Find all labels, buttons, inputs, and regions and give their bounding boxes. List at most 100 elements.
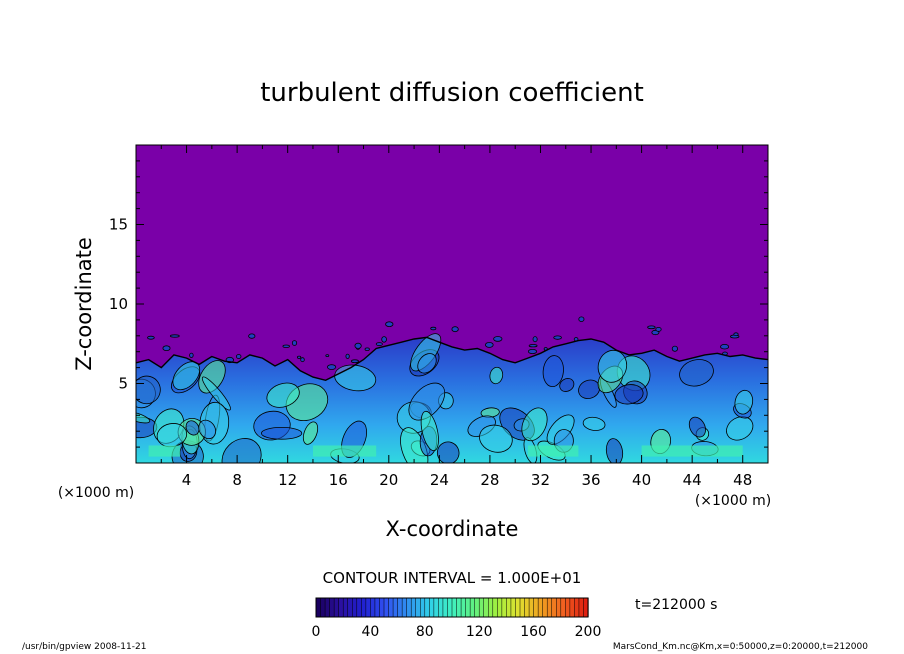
detached-eddy: [655, 326, 662, 332]
eddy: [582, 416, 606, 431]
eddy: [521, 407, 548, 442]
colorbar-segment: [320, 597, 326, 618]
detached-eddy: [169, 334, 180, 338]
detached-eddy: [291, 340, 298, 346]
detached-eddy: [647, 325, 656, 330]
turbulent-eddies: [136, 316, 754, 463]
colorbar-tick-label: 200: [575, 624, 602, 640]
y-axis-label: Z-coordinate: [72, 237, 96, 371]
colorbar-segment: [401, 597, 408, 618]
detached-eddy: [300, 357, 305, 363]
surface-band: [148, 445, 181, 457]
colorbar-segment: [519, 597, 526, 618]
eddy: [559, 378, 575, 392]
detached-eddy: [527, 348, 538, 354]
colorbar-segment: [501, 597, 508, 618]
colorbar-segment: [465, 597, 471, 618]
colorbar: [315, 597, 589, 618]
colorbar-segment: [488, 597, 494, 618]
colorbar-segment: [578, 597, 585, 618]
colorbar-segment: [560, 597, 566, 618]
colorbar-segment: [474, 597, 480, 618]
eddy: [605, 438, 624, 463]
eddy: [266, 382, 300, 408]
colorbar-segment: [433, 597, 440, 618]
time-label: t=212000 s: [635, 597, 717, 613]
colorbar-segment: [551, 597, 557, 618]
colorbar-segment: [515, 597, 521, 618]
colorbar-segment: [497, 597, 503, 618]
colorbar-segment: [333, 597, 340, 618]
detached-eddy: [147, 335, 155, 340]
colorbar-segment: [347, 597, 353, 618]
colorbar-segment: [528, 597, 535, 618]
x-tick-label: 16: [329, 471, 348, 489]
x-tick-label: 40: [632, 471, 651, 489]
detached-eddy: [578, 316, 585, 322]
detached-eddy: [325, 354, 330, 358]
colorbar-segment: [524, 597, 530, 618]
contour-interval-label: CONTOUR INTERVAL = 1.000E+01: [323, 569, 582, 587]
colorbar-segment: [424, 597, 430, 618]
colorbar-segment: [442, 597, 449, 618]
eddy: [334, 364, 377, 392]
eddy: [185, 420, 200, 436]
detached-eddy: [493, 336, 503, 342]
colorbar-segment: [361, 597, 367, 618]
detached-eddy: [354, 342, 362, 349]
colorbar-tick-label: 0: [312, 624, 321, 640]
colorbar-tick-labels: 0 40 80 120 160 200: [312, 624, 602, 640]
detached-eddy: [385, 321, 394, 328]
detached-eddy: [296, 355, 302, 359]
detached-eddy: [430, 326, 437, 331]
detached-eddy: [733, 332, 739, 337]
detached-eddy: [364, 347, 370, 351]
x-tick-label: 28: [480, 471, 499, 489]
detached-eddy: [248, 333, 256, 339]
colorbar-segment: [379, 597, 385, 618]
colorbar-segment: [383, 597, 390, 618]
detached-eddy: [671, 345, 679, 352]
x-tick-label: 20: [379, 471, 398, 489]
footer-right-info: MarsCond_Km.nc@Km,x=0:50000,z=0:20000,t=…: [612, 642, 868, 652]
detached-eddy: [451, 326, 459, 333]
colorbar-segment: [478, 597, 485, 618]
detached-eddy: [484, 341, 494, 348]
colorbar-segment: [506, 597, 512, 618]
colorbar-segment: [324, 597, 331, 618]
eddy: [198, 419, 217, 440]
footer-left-info: /usr/bin/gpview 2008-11-21: [22, 642, 147, 652]
eddy: [479, 424, 513, 453]
colorbar-segment: [469, 597, 476, 618]
detached-eddy: [235, 354, 242, 359]
eddy: [542, 355, 564, 388]
surface-band: [641, 445, 743, 457]
surface-band: [313, 445, 377, 457]
eddy: [679, 359, 714, 387]
colorbar-segment: [546, 597, 553, 618]
y-tick-label: 10: [109, 295, 128, 313]
eddy: [734, 389, 754, 415]
colorbar-segment: [542, 597, 548, 618]
colorbar-segment: [456, 597, 462, 618]
eddy: [420, 410, 439, 452]
y-tick-label: 5: [118, 375, 128, 393]
x-unit-label: (×1000 m): [695, 493, 771, 509]
chart-title: turbulent diffusion coefficient: [260, 78, 644, 108]
colorbar-segment: [492, 597, 498, 618]
detached-eddy: [282, 344, 290, 348]
colorbar-segment: [406, 597, 412, 618]
x-tick-label: 8: [232, 471, 242, 489]
colorbar-segment: [569, 597, 576, 618]
colorbar-segment: [420, 597, 426, 618]
colorbar-segment: [352, 597, 358, 618]
colorbar-segment: [356, 597, 362, 618]
y-axis-ticks: 5 10 15: [109, 160, 768, 448]
detached-eddy: [381, 336, 387, 343]
colorbar-segment: [410, 597, 417, 618]
eddy: [260, 426, 303, 440]
colorbar-segment: [397, 597, 403, 618]
detached-eddy: [532, 336, 538, 343]
